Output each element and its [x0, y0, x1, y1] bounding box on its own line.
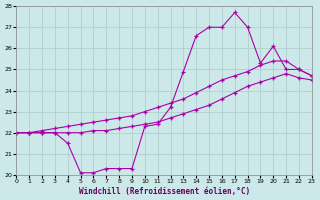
X-axis label: Windchill (Refroidissement éolien,°C): Windchill (Refroidissement éolien,°C) [78, 187, 250, 196]
